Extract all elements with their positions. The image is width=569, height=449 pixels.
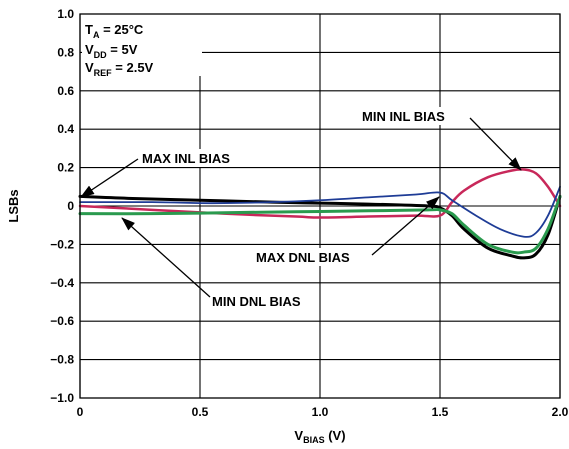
- annotation-max-dnl-arrow: [371, 196, 440, 256]
- y-tick-labels: 1.0 0.8 0.6 0.4 0.2 0 −0.2 −0.4 −0.6 −0.8 −1.0: [50, 7, 74, 405]
- y-tick-label: 0: [67, 199, 74, 213]
- x-tick-label: 0: [77, 405, 84, 419]
- series-line-min-dnl-bias: [78, 194, 562, 255]
- x-tick-labels: 0 0.5 1.0 1.5 2.0: [77, 405, 569, 419]
- x-tick-label: 2.0: [552, 405, 569, 419]
- y-tick-label: −0.8: [50, 353, 74, 367]
- condition-vdd: VDD = 5V: [85, 42, 138, 60]
- annotation-max-dnl-bias: MAX DNL BIAS: [256, 250, 350, 265]
- y-tick-label: −0.2: [50, 237, 74, 251]
- conditions-box: [82, 14, 202, 76]
- x-tick-label: 1.5: [432, 405, 449, 419]
- x-tick-label: 0.5: [192, 405, 209, 419]
- series-line-max-dnl-bias: [79, 185, 561, 238]
- y-tick-label: −0.6: [50, 314, 74, 328]
- annotation-bg: [252, 248, 370, 266]
- y-tick-label: 0.6: [57, 84, 74, 98]
- y-tick-label: 0.4: [57, 122, 74, 136]
- y-tick-label: 1.0: [57, 7, 74, 21]
- condition-temperature: TA = 25°C: [85, 22, 144, 40]
- y-tick-label: 0.2: [57, 161, 74, 175]
- x-tick-label: 1.0: [312, 405, 329, 419]
- annotation-bg: [358, 107, 466, 125]
- y-tick-label: −1.0: [50, 391, 74, 405]
- annotation-min-inl-bias: MIN INL BIAS: [362, 109, 445, 124]
- annotation-min-inl-arrow: [469, 117, 522, 171]
- annotation-bg: [208, 292, 318, 310]
- y-tick-label: 0.8: [57, 45, 74, 59]
- x-axis-label: VBIAS (V): [294, 428, 345, 445]
- annotation-bg: [138, 149, 252, 167]
- annotations: MAX INL BIAS MIN INL BIAS MAX DNL BIAS M…: [80, 107, 522, 310]
- annotation-min-dnl-arrow: [121, 217, 211, 298]
- series-lines: [78, 168, 562, 260]
- annotation-min-dnl-bias: MIN DNL BIAS: [212, 294, 301, 309]
- annotation-max-inl-arrow: [80, 158, 139, 198]
- y-axis-label: LSBs: [6, 189, 21, 222]
- condition-vref: VREF = 2.5V: [85, 60, 154, 78]
- annotation-max-inl-bias: MAX INL BIAS: [142, 151, 230, 166]
- plot-frame: [79, 13, 561, 399]
- y-tick-label: −0.4: [50, 276, 74, 290]
